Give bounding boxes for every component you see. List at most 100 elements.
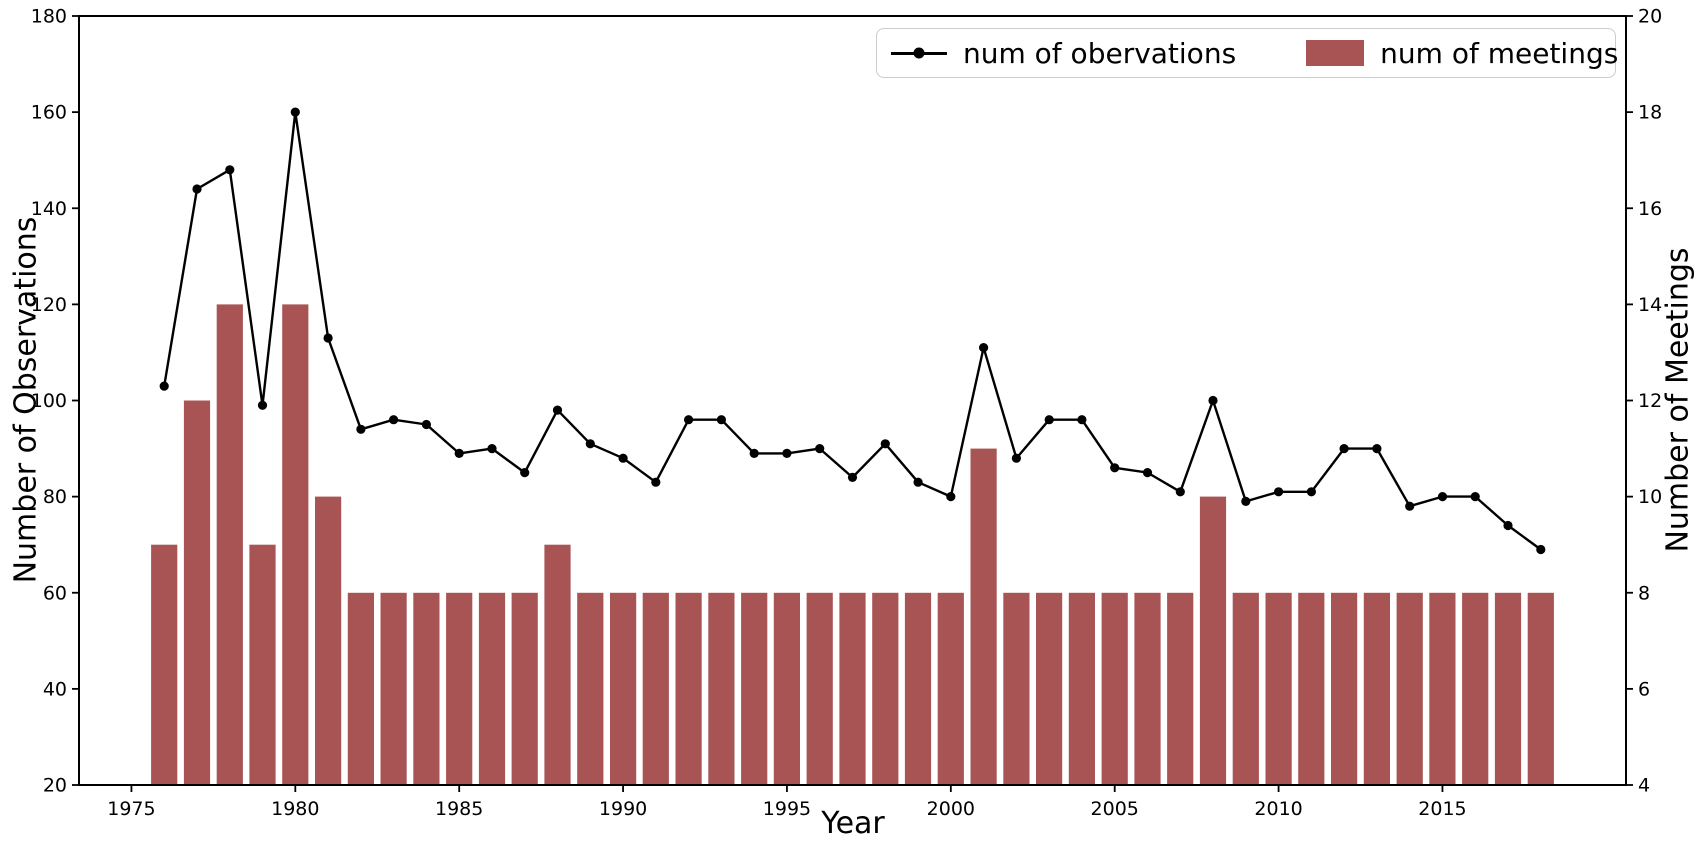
meetings-bar (1363, 592, 1390, 786)
meetings-bar (675, 592, 702, 786)
observations-marker (1536, 544, 1546, 555)
meetings-bar (446, 592, 473, 786)
meetings-bar (1167, 592, 1194, 786)
observations-marker (749, 448, 759, 458)
meetings-bar (1396, 592, 1423, 786)
observations-marker (913, 477, 923, 487)
observations-markers (159, 107, 1546, 555)
meetings-bar (904, 592, 932, 786)
observations-marker (1339, 444, 1349, 454)
meetings-bar (610, 592, 637, 786)
meetings-bar (1298, 592, 1325, 786)
meetings-bar (315, 496, 342, 785)
meetings-bar (151, 544, 178, 785)
observations-marker (1044, 415, 1054, 425)
meetings-bar (380, 592, 407, 786)
meetings-bar (282, 304, 309, 785)
meetings-bar (937, 592, 964, 786)
meetings-bar (1265, 592, 1292, 786)
meetings-bar (544, 544, 571, 785)
observations-marker (356, 424, 366, 434)
meetings-bar (1331, 592, 1358, 786)
observations-marker (618, 453, 628, 463)
meetings-bar (577, 592, 604, 786)
observations-marker (1503, 520, 1513, 531)
meetings-bar (839, 592, 866, 786)
observations-marker (487, 444, 497, 454)
x-tick-label: 1975 (107, 798, 155, 820)
x-tick-label: 2015 (1418, 798, 1466, 820)
meetings-bar (1068, 592, 1095, 786)
observations-marker (716, 415, 727, 425)
x-axis-label: Year (821, 806, 885, 841)
observations-marker (159, 381, 169, 391)
y-left-tick-label: 120 (31, 294, 67, 316)
legend-line-marker-icon (891, 51, 947, 55)
observations-marker (847, 472, 858, 482)
y-right-tick-label: 8 (1638, 582, 1650, 604)
y-right-tick-label: 10 (1638, 486, 1662, 508)
meetings-bar (1101, 592, 1128, 786)
observations-marker (1274, 487, 1284, 497)
observations-marker (815, 444, 825, 454)
meetings-bar (970, 448, 997, 785)
meetings-bar (1199, 496, 1227, 785)
meetings-bar (773, 592, 800, 786)
y-axis-label-left: Number of Observations (8, 216, 44, 584)
observations-marker (1110, 463, 1120, 473)
observations-marker (552, 405, 563, 415)
meetings-bar (478, 592, 506, 786)
x-tick-label: 1985 (435, 798, 483, 820)
y-left-tick-label: 160 (31, 102, 67, 124)
observations-marker (1372, 444, 1382, 454)
meetings-bar (806, 592, 833, 786)
legend-bar-swatch-icon (1306, 40, 1365, 66)
meetings-bar (413, 592, 440, 786)
y-left-tick-label: 100 (31, 390, 67, 412)
observations-marker (290, 107, 300, 117)
meetings-bar (1232, 592, 1259, 786)
observations-marker (1306, 487, 1316, 497)
x-tick-label: 2005 (1091, 798, 1139, 820)
meetings-bar (1429, 592, 1456, 786)
legend: num of obervations num of meetings (876, 28, 1619, 78)
x-tick-label: 1990 (599, 798, 647, 820)
y-right-tick-label: 16 (1638, 198, 1662, 220)
observations-marker (1405, 501, 1415, 511)
y-right-tick-label: 4 (1638, 775, 1650, 797)
y-right-tick-label: 6 (1638, 678, 1650, 700)
meetings-bar (216, 304, 243, 785)
y-right-tick-label: 14 (1638, 294, 1662, 316)
meetings-bars (151, 304, 1554, 786)
y-left-tick-label: 80 (43, 486, 67, 508)
observations-marker (1175, 487, 1185, 497)
y-left-tick-label: 20 (43, 775, 67, 797)
observations-marker (1142, 468, 1153, 478)
meetings-bar (183, 400, 211, 785)
observations-marker (880, 439, 890, 449)
x-axis-ticks: 1975 1980 1985 1990 1995 2000 2005 2010 2015 (107, 785, 1467, 820)
observations-marker (1011, 453, 1022, 463)
y-left-tick-label: 140 (31, 198, 67, 220)
y-axis-right-ticks: 4 6 8 10 12 14 16 18 20 (1626, 6, 1662, 797)
y-axis-left-ticks: 20 40 60 80 100 120 140 160 180 (31, 6, 79, 797)
meetings-bar (249, 544, 276, 785)
y-left-tick-label: 180 (31, 6, 67, 28)
observations-line (163, 110, 1542, 551)
observations-marker (585, 439, 595, 449)
observations-marker (782, 448, 792, 458)
y-left-tick-label: 60 (43, 582, 67, 604)
meetings-bar (741, 592, 768, 786)
meetings-bar (511, 592, 538, 786)
y-axis-label-right: Number of Meetings (1660, 247, 1696, 553)
legend-label-meetings: num of meetings (1380, 36, 1619, 70)
y-right-tick-label: 20 (1638, 6, 1662, 28)
observations-marker (651, 477, 661, 487)
observations-marker (520, 468, 530, 478)
observations-marker (192, 184, 202, 194)
x-tick-label: 1980 (271, 798, 319, 820)
meetings-bar (1462, 592, 1489, 786)
observations-marker (389, 415, 399, 425)
meetings-bar (1036, 592, 1063, 786)
